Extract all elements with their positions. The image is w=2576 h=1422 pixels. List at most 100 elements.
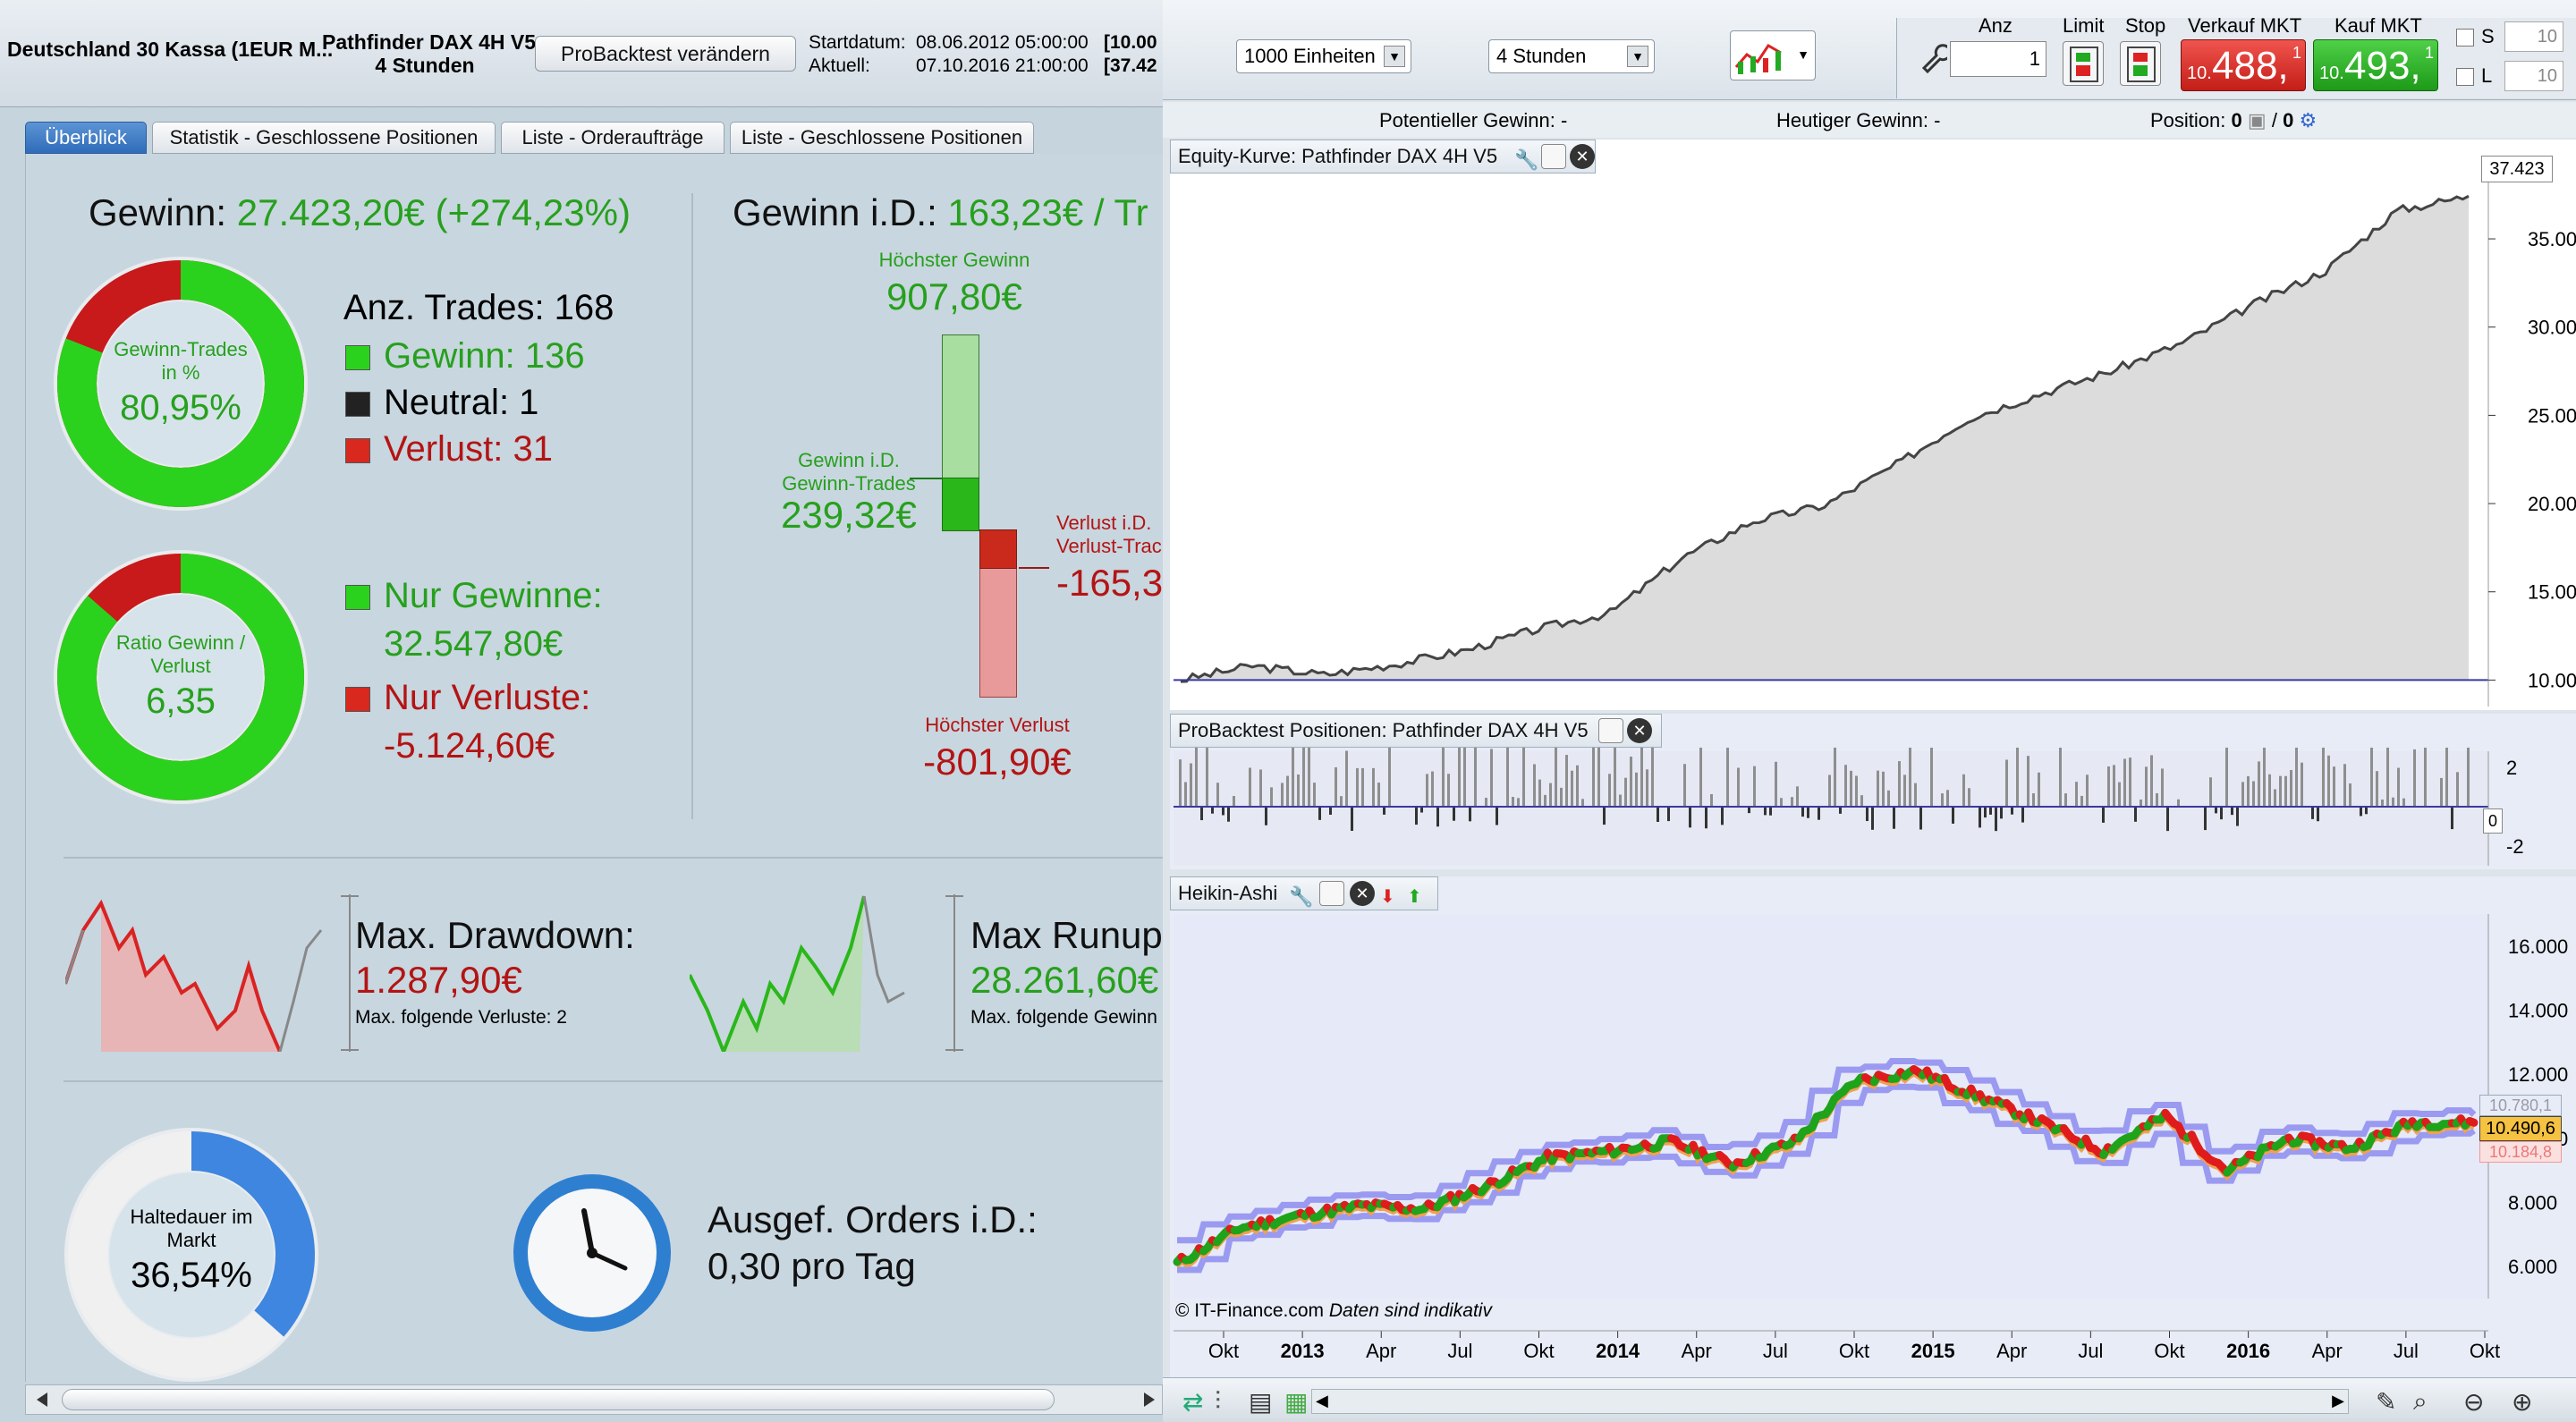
long-position-bar xyxy=(1834,748,1836,807)
long-position-bar xyxy=(1737,767,1740,807)
scrollbar-thumb[interactable] xyxy=(62,1389,1055,1410)
long-position-bar xyxy=(1302,748,1305,807)
short-position-bar xyxy=(1420,807,1423,813)
close-icon[interactable]: ✕ xyxy=(1570,144,1595,169)
short-position-bar xyxy=(2000,807,2003,819)
short-position-bar xyxy=(1469,807,1471,822)
long-qty-input[interactable]: 10 xyxy=(2504,61,2563,91)
indicator-icon[interactable]: ⫶ xyxy=(1215,1387,1222,1415)
chart-type-button[interactable]: ▼ xyxy=(1730,30,1816,80)
long-position-bar xyxy=(1571,770,1573,807)
screener-icon[interactable]: ▦ xyxy=(1284,1388,1309,1416)
trade-icon[interactable]: ⇄ xyxy=(1182,1388,1204,1416)
long-position-bar xyxy=(1522,748,1525,807)
equity-ytick-label: 10.000 xyxy=(2528,669,2576,691)
potential-gain: Potentieller Gewinn: - xyxy=(1379,109,1568,131)
limit-order-button[interactable] xyxy=(2063,41,2104,86)
stop-order-button[interactable] xyxy=(2120,41,2161,86)
wrench-icon[interactable] xyxy=(1917,43,1952,74)
positions-chart[interactable]: 42-2 xyxy=(1170,748,2576,869)
scroll-right-icon[interactable] xyxy=(1144,1392,1155,1407)
quantity-input[interactable]: 1 xyxy=(1950,41,2046,77)
positions-ytick-label: -2 xyxy=(2506,835,2524,858)
close-icon[interactable]: ▣ xyxy=(2247,109,2267,131)
period-select[interactable]: 4 Stunden ▼ xyxy=(1488,39,1655,73)
sell-market-button[interactable]: 10. 488, 1 xyxy=(2181,39,2306,91)
gear-icon[interactable]: ⚙ xyxy=(2299,109,2318,131)
short-position-bar xyxy=(1383,807,1385,815)
short-position-bar xyxy=(1764,807,1767,816)
avg-gain-arrow xyxy=(910,478,942,479)
chevron-down-icon[interactable]: ▼ xyxy=(1384,46,1405,67)
buy-market-button[interactable]: 10. 493, 1 xyxy=(2313,39,2438,91)
section-divider-2 xyxy=(64,1080,1163,1082)
section-divider-1 xyxy=(64,857,1163,859)
ratio-donut xyxy=(54,550,308,804)
long-position-bar xyxy=(2386,748,2389,807)
avg-loss-bar-overlay xyxy=(979,529,1017,569)
close-icon[interactable]: ✕ xyxy=(1627,718,1652,743)
sell-label: Verkauf MKT xyxy=(2188,14,2302,37)
equity-ytick-label: 20.000 xyxy=(2528,493,2576,515)
scroll-left-icon[interactable]: ◀ xyxy=(1316,1392,1328,1409)
short-position-bar xyxy=(1453,807,1455,821)
long-position-bar xyxy=(1597,748,1600,807)
long-position-bar xyxy=(2284,775,2287,807)
horizontal-scrollbar[interactable] xyxy=(25,1384,1163,1415)
losses-legend-swatch xyxy=(345,687,370,712)
units-select[interactable]: 1000 Einheiten ▼ xyxy=(1236,39,1411,73)
maximize-icon[interactable] xyxy=(1598,718,1623,743)
wrench-icon[interactable]: 🔧 xyxy=(1514,148,1539,171)
long-position-bar xyxy=(1887,790,1890,807)
chevron-down-icon[interactable]: ▼ xyxy=(1627,46,1648,67)
short-qty-input[interactable]: 10 xyxy=(2504,21,2563,52)
short-position-bar xyxy=(1265,807,1267,825)
anz-label: Anz xyxy=(1979,14,2012,37)
tab-overview[interactable]: Überblick xyxy=(25,122,147,154)
zoom-out-icon[interactable]: ⊖ xyxy=(2463,1388,2485,1416)
donut2-label: Ratio Gewinn / Verlust xyxy=(91,631,270,678)
long-position-bar xyxy=(1485,798,1487,807)
short-position-bar xyxy=(1818,807,1820,820)
position-infobar: Potentieller Gewinn: - Heutiger Gewinn: … xyxy=(1163,102,2576,138)
scroll-left-icon[interactable] xyxy=(37,1392,47,1407)
chart-timeline-scrollbar[interactable]: ◀ ▶ xyxy=(1311,1389,2349,1414)
moving-average-line xyxy=(1175,1071,2475,1269)
time-axis-label: Jul xyxy=(2394,1340,2419,1362)
long-position-bar xyxy=(2343,764,2346,807)
draw-tool-icon[interactable]: ✎ xyxy=(2376,1388,2397,1416)
tab-orders[interactable]: Liste - Orderaufträge xyxy=(501,122,724,154)
long-position-bar xyxy=(1946,790,1949,807)
move-down-icon[interactable]: ⬇ xyxy=(1380,887,1395,907)
short-position-bar xyxy=(2220,807,2223,820)
tab-statistics[interactable]: Statistik - Geschlossene Positionen xyxy=(152,122,496,154)
long-position-bar xyxy=(1179,759,1182,807)
maximize-icon[interactable] xyxy=(1319,881,1344,906)
period-select-value: 4 Stunden xyxy=(1496,45,1587,67)
chart-bottom-toolbar: ⇄ ⫶ ▤ ▦ ◀ ▶ ✎ ⌕ ⊖ ⊕ xyxy=(1163,1377,2576,1422)
heikin-ashi-chart[interactable]: 6.0008.00010.00012.00014.00016.000Okt201… xyxy=(1170,910,2576,1379)
chevron-down-icon[interactable]: ▼ xyxy=(1797,47,1809,62)
buy-price-prefix: 10. xyxy=(2319,63,2344,83)
equity-curve-chart[interactable]: 10.000 15.000 20.000 25.000 30.000 35.000 xyxy=(1170,174,2576,710)
long-position-bar xyxy=(1860,795,1863,807)
long-position-bar xyxy=(2016,748,2019,807)
wrench-icon[interactable]: 🔧 xyxy=(1289,885,1314,908)
tab-closed-positions[interactable]: Liste - Geschlossene Positionen xyxy=(730,122,1034,154)
scroll-right-icon[interactable]: ▶ xyxy=(2332,1392,2344,1409)
zoom-fit-icon[interactable]: ⌕ xyxy=(2413,1387,2428,1415)
long-position-bar xyxy=(1533,764,1536,807)
backtest-icon[interactable]: ▤ xyxy=(1249,1388,1273,1416)
long-position-bar xyxy=(2392,797,2394,807)
long-position-bar xyxy=(2440,777,2443,807)
change-backtest-button[interactable]: ProBacktest verändern xyxy=(535,36,796,72)
equity-panel: Equity-Kurve: Pathfinder DAX 4H V5 🔧 ✕ 1… xyxy=(1170,140,2576,710)
zoom-in-icon[interactable]: ⊕ xyxy=(2512,1388,2533,1416)
maximize-icon[interactable] xyxy=(1541,144,1566,169)
short-checkbox[interactable] xyxy=(2456,29,2474,47)
close-icon[interactable]: ✕ xyxy=(1350,881,1375,906)
short-position-bar xyxy=(1839,807,1842,814)
long-checkbox[interactable] xyxy=(2456,68,2474,86)
move-up-icon[interactable]: ⬆ xyxy=(1407,887,1422,907)
short-position-bar xyxy=(1893,807,1895,829)
